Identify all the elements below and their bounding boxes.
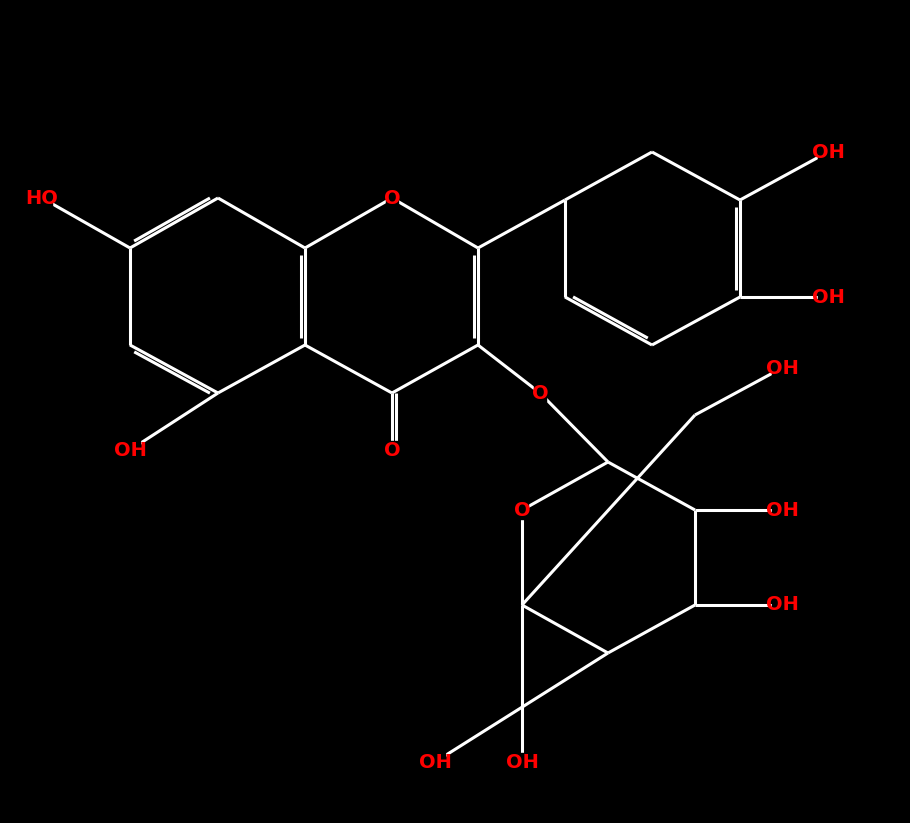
Text: O: O: [513, 500, 531, 519]
Text: O: O: [531, 384, 549, 402]
Bar: [772, 359, 792, 377]
Text: HO: HO: [25, 188, 58, 207]
Bar: [818, 288, 838, 306]
Text: O: O: [384, 188, 400, 207]
Text: OH: OH: [812, 142, 844, 161]
Bar: [425, 753, 445, 771]
Bar: [386, 189, 398, 207]
Text: OH: OH: [765, 500, 798, 519]
Bar: [512, 753, 532, 771]
Text: OH: OH: [812, 287, 844, 306]
Bar: [818, 143, 838, 161]
Bar: [772, 596, 792, 614]
Text: OH: OH: [765, 596, 798, 615]
Bar: [516, 501, 528, 519]
Text: OH: OH: [506, 752, 539, 771]
Text: OH: OH: [419, 752, 451, 771]
Bar: [120, 441, 140, 459]
Bar: [386, 441, 398, 459]
Bar: [534, 384, 546, 402]
Bar: [32, 189, 52, 207]
Text: OH: OH: [114, 440, 147, 459]
Bar: [772, 501, 792, 519]
Text: OH: OH: [765, 359, 798, 378]
Text: O: O: [384, 440, 400, 459]
